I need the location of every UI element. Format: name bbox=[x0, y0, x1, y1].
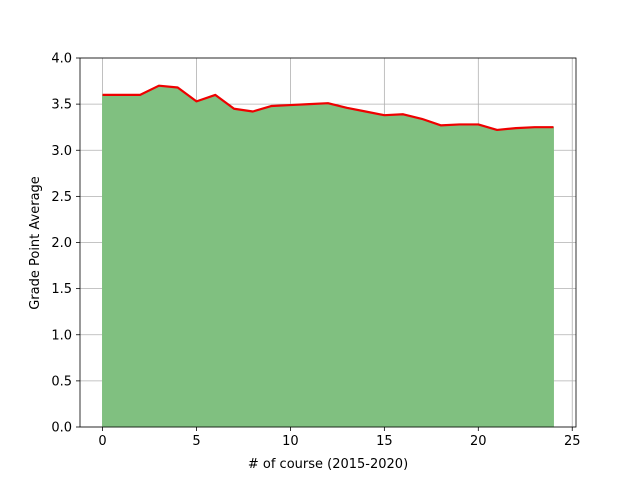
y-tick-label: 2.5 bbox=[51, 190, 72, 205]
x-tick-label: 25 bbox=[564, 434, 581, 449]
y-tick-label: 3.0 bbox=[51, 144, 72, 159]
x-tick-label: 20 bbox=[470, 434, 487, 449]
y-tick-label: 1.0 bbox=[51, 328, 72, 343]
y-tick-label: 2.0 bbox=[51, 236, 72, 251]
y-tick-label: 0.0 bbox=[51, 421, 72, 436]
x-tick-label: 0 bbox=[98, 434, 106, 449]
y-tick-label: 1.5 bbox=[51, 282, 72, 297]
x-tick-label: 10 bbox=[282, 434, 299, 449]
series-line bbox=[102, 84, 554, 132]
y-tick-label: 4.0 bbox=[51, 52, 72, 67]
plot-area: 0 5 10 15 20 25 0.0 0.5 1.0 1.5 2.0 2.5 3.0 3.5 4.0 bbox=[51, 52, 580, 450]
y-tick-label: 3.5 bbox=[51, 98, 72, 113]
area-fill bbox=[102, 85, 554, 428]
x-axis-label: # of course (2015-2020) bbox=[248, 457, 408, 472]
y-tick-label: 0.5 bbox=[51, 374, 72, 389]
x-tick-label: 5 bbox=[192, 434, 200, 449]
x-tick-label: 15 bbox=[376, 434, 393, 449]
y-axis-label: Grade Point Average bbox=[28, 176, 43, 310]
